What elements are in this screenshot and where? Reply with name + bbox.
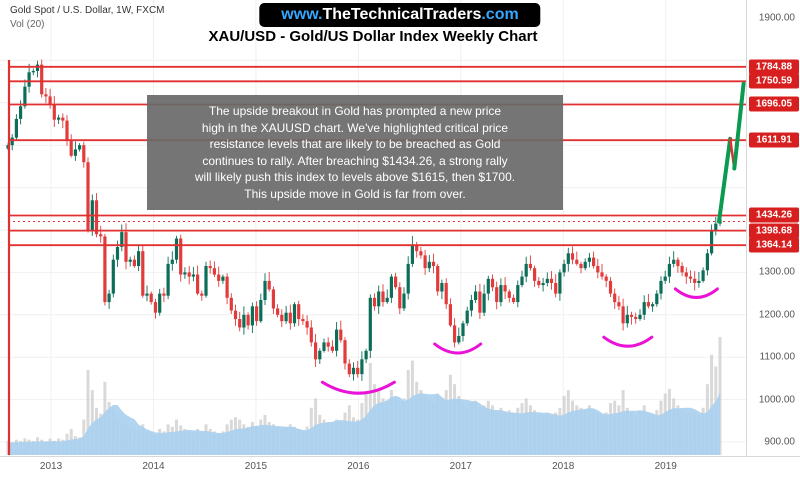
year-tick-label: 2015 <box>244 461 268 472</box>
website-banner: www.TheTechnicalTraders.com <box>259 3 541 27</box>
resistance-price-label: 1784.88 <box>749 59 799 75</box>
price-tick-label: 1900.00 <box>758 12 795 24</box>
site-url-name: TheTechnicalTraders <box>322 6 482 23</box>
price-tick-label: 1200.00 <box>758 309 795 321</box>
symbol-title: Gold Spot / U.S. Dollar, 1W, FXCM <box>10 5 165 16</box>
year-tick-label: 2017 <box>449 461 472 472</box>
volume-indicator-label: Vol (20) <box>10 19 45 30</box>
year-tick-label: 2013 <box>39 461 63 472</box>
price-tick-label: 1300.00 <box>758 266 795 278</box>
year-tick-label: 2016 <box>347 461 370 472</box>
annotation-line: high in the XAUUSD chart. We've highligh… <box>201 120 509 135</box>
price-plot[interactable] <box>0 0 746 456</box>
resistance-price-label: 1364.14 <box>749 237 799 253</box>
price-tick-label: 1000.00 <box>758 394 795 406</box>
time-axis[interactable]: 2013 2014 2015 2016 2017 2018 2019 <box>0 456 800 478</box>
annotation-box: The upside breakout in Gold has prompted… <box>147 95 563 210</box>
annotation-line: will likely push this index to levels ab… <box>194 170 516 184</box>
site-url-prefix: www. <box>281 6 323 23</box>
chart-title: XAU/USD - Gold/US Dollar Index Weekly Ch… <box>208 28 538 45</box>
price-tick-label: 1100.00 <box>759 351 795 363</box>
year-tick-label: 2019 <box>654 461 677 472</box>
resistance-price-label: 1398.68 <box>749 223 799 239</box>
symbol-legend: Gold Spot / U.S. Dollar, 1W, FXCM Vol (2… <box>10 5 165 30</box>
site-url-suffix: .com <box>481 6 519 23</box>
annotation-line: resistance levels that are likely to be … <box>209 137 501 151</box>
resistance-price-label: 1750.59 <box>749 73 799 89</box>
price-tick-label: 900.00 <box>764 436 795 448</box>
annotation-line: continues to rally. After breaching $143… <box>202 153 508 168</box>
resistance-price-label: 1611.91 <box>749 132 799 148</box>
annotation-line: This upside move in Gold is far from ove… <box>244 186 466 201</box>
year-tick-label: 2014 <box>142 461 165 472</box>
resistance-price-label: 1696.05 <box>749 96 799 112</box>
price-axis[interactable]: 1900.00 1300.00 1200.00 1100.00 1000.00 900.0… <box>746 0 800 456</box>
annotation-line: The upside breakout in Gold has prompted… <box>208 104 502 118</box>
resistance-price-label: 1434.26 <box>749 207 799 223</box>
year-tick-label: 2018 <box>552 461 575 472</box>
